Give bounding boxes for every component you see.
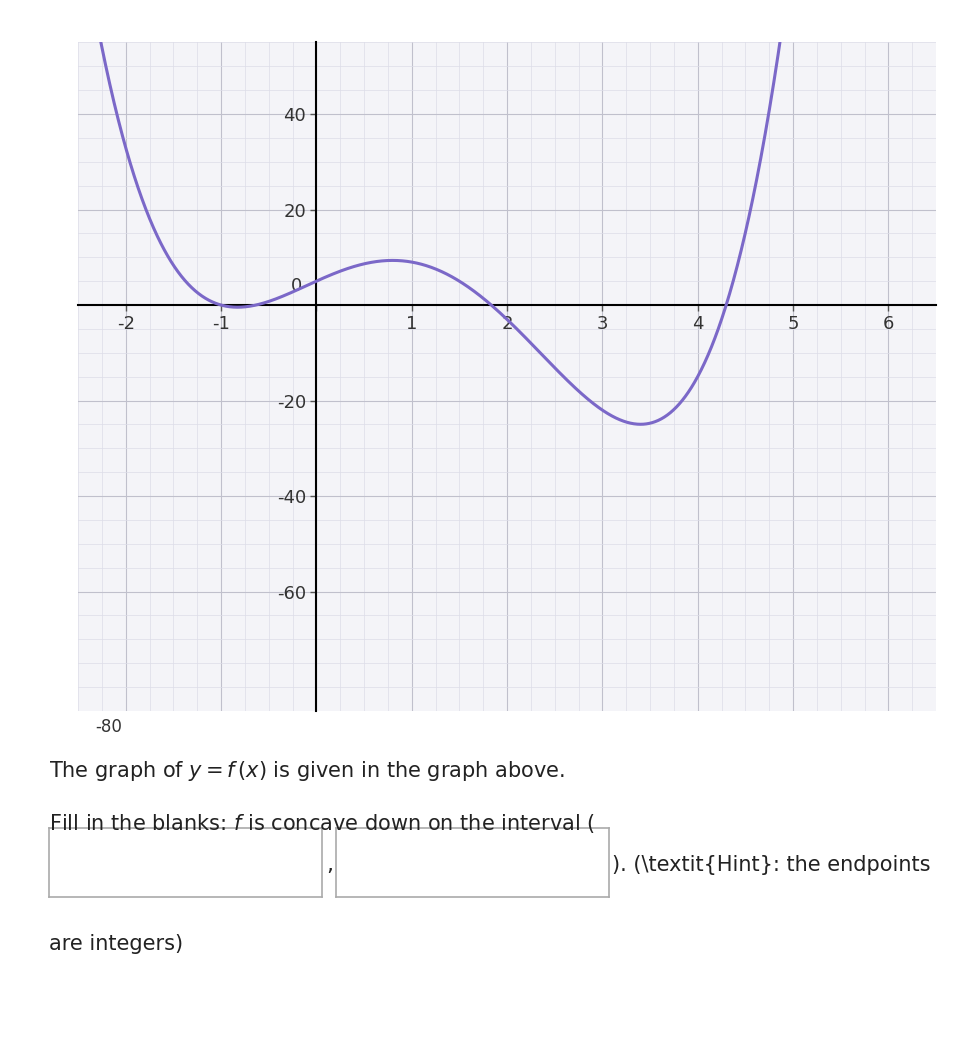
Text: The graph of $y = f\,(x)$ is given in the graph above.: The graph of $y = f\,(x)$ is given in th… <box>49 759 565 783</box>
Text: -80: -80 <box>96 717 122 735</box>
Text: ). (\textit{Hint}: the endpoints: ). (\textit{Hint}: the endpoints <box>612 855 931 874</box>
Text: 0: 0 <box>291 278 302 296</box>
Text: ,: , <box>327 855 333 874</box>
Text: Fill in the blanks: $f$ is concave down on the interval (: Fill in the blanks: $f$ is concave down … <box>49 812 595 835</box>
Text: are integers): are integers) <box>49 934 183 954</box>
